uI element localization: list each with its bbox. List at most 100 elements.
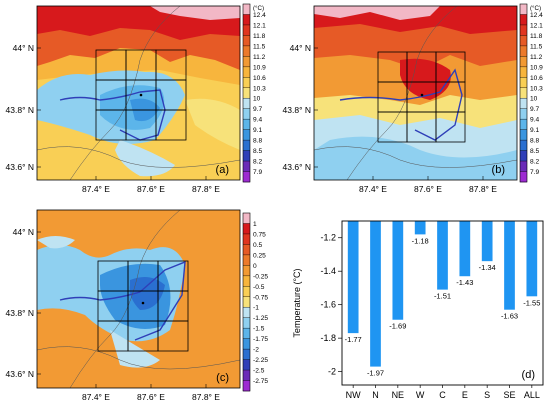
- bar-value-label: -1.18: [412, 236, 429, 245]
- colorbar-tick-label: 10.3: [253, 85, 266, 92]
- colorbar-tick-label: 0: [253, 263, 257, 270]
- colorbar-tick-label: 8.8: [253, 138, 262, 145]
- colorbar-tick-label: 11.2: [530, 54, 543, 61]
- colorbar-tick-label: 12.1: [253, 22, 266, 29]
- colorbar-tick-label: 12.4: [530, 12, 543, 19]
- colorbar-segment: [520, 45, 527, 57]
- bar-value-label: -1.43: [456, 278, 473, 287]
- colorbar-tick-label: 8.5: [253, 148, 262, 155]
- colorbar-tick-label: 0.5: [253, 242, 262, 249]
- map-y-tick-label: 43.8° N: [6, 105, 34, 115]
- colorbar-tick-label: 12.4: [253, 12, 266, 19]
- map-a-urban-boundary: [59, 91, 141, 101]
- map-y-tick-label: 43.8° N: [6, 308, 34, 318]
- colorbar-tick-label: 10.3: [530, 85, 543, 92]
- bar-x-tick-label: ALL: [524, 390, 540, 400]
- colorbar-segment: [520, 56, 527, 68]
- colorbar-tick-label: 9.4: [253, 117, 262, 124]
- colorbar-unit: (°C): [530, 5, 541, 12]
- bar-y-tick-label: -1.8: [320, 333, 336, 343]
- colorbar-segment: [520, 129, 527, 141]
- colorbar-segment: [243, 338, 250, 350]
- colorbar-tick-label: 10: [530, 96, 538, 103]
- bar-w: [414, 221, 426, 235]
- colorbar-segment: [243, 66, 250, 78]
- colorbar-frame: [242, 212, 251, 392]
- bar-s: [481, 221, 493, 262]
- map-c-admin-line: [37, 346, 240, 370]
- map-y-tick-label: 43.8° N: [283, 105, 311, 115]
- map-x-tick-label: 87.8° E: [469, 184, 497, 194]
- bar-all: [526, 221, 538, 297]
- colorbar-segment: [520, 35, 527, 47]
- colorbar-segment: [243, 244, 250, 256]
- colorbar-segment: [520, 140, 527, 151]
- bar-value-label: -1.69: [389, 322, 406, 331]
- colorbar-tick-label: 8.2: [253, 159, 262, 166]
- bar-chart-bars: -1.77 -1.97 -1.69 -1.18 -1.51 -1.43 -1.34 -1.63…: [345, 221, 540, 378]
- bar-x-tick-label: NE: [392, 390, 405, 400]
- map-x-tick-label: 87.4° E: [82, 184, 110, 194]
- bar-y-tick-label: -1.4: [320, 266, 336, 276]
- colorbar-segment: [243, 307, 250, 319]
- colorbar-segment: [520, 24, 527, 36]
- bar-c: [437, 221, 448, 290]
- map-c-admin-line-2: [69, 210, 181, 388]
- map-b-panel-label: (b): [492, 164, 505, 176]
- map-c-frame: [36, 209, 241, 389]
- bar-value-label: -1.77: [345, 335, 362, 344]
- map-x-tick-label: 87.4° E: [359, 184, 387, 194]
- map-b-urban-boundary-2: [414, 68, 463, 141]
- map-y-tick-label: 44° N: [290, 43, 311, 53]
- colorbar-tick-label: -2.75: [253, 378, 268, 385]
- colorbar-tick-label: 0.25: [253, 252, 266, 259]
- bar-chart-axes: -1.2 -1.4 -1.6 -1.8 -2 NW N NE W C E S SE ALL: [320, 233, 539, 400]
- map-y-tick-label: 44° N: [13, 227, 34, 237]
- colorbar-segment: [243, 129, 250, 141]
- colorbar-tick-label: 10: [253, 96, 261, 103]
- colorbar-tick-label: -0.25: [253, 273, 268, 280]
- colorbar-tick-label: 1: [253, 221, 257, 228]
- colorbar-tick-label: -2.25: [253, 357, 268, 364]
- colorbar-tick-label: -2: [253, 347, 259, 354]
- map-a-frame: [36, 5, 241, 181]
- colorbar-segment: [520, 87, 527, 99]
- colorbar-tick-label: 0.75: [253, 231, 266, 238]
- map-panel-b: (b) 12.4 12.1 11.8 11.5 11.2 10.9 10.6 10.3 10 9.…: [283, 3, 543, 194]
- colorbar-segment: [520, 77, 527, 89]
- map-a-peak-region: [150, 6, 240, 20]
- map-a-admin-line: [37, 146, 240, 168]
- colorbar-tick-label: 7.9: [530, 169, 539, 176]
- colorbar-segment: [243, 35, 250, 47]
- bar-ne: [392, 221, 404, 320]
- colorbar-tick-label: 11.8: [530, 33, 543, 40]
- map-a-axes: 44° N 43.8° N 43.6° N 87.4° E 87.6° E 87.8° E: [6, 43, 221, 194]
- colorbar-tick-label: 12.1: [530, 22, 543, 29]
- map-c-cool-patch: [37, 236, 75, 249]
- colorbar-segment: [243, 233, 250, 245]
- colorbar-segment: [243, 150, 250, 162]
- colorbar-segment: [243, 349, 250, 360]
- colorbar-tick-label: 9.1: [530, 127, 539, 134]
- map-a-center-marker: [139, 93, 143, 97]
- colorbar-tick-label: 10.9: [253, 64, 266, 71]
- bar-n: [370, 221, 381, 367]
- colorbar-tick-label: -0.75: [253, 294, 268, 301]
- map-panel-c: (c) 1 0.75 0.5 0.25 0 -0.25 -0.5 -0.75 -1 -1.25 -1…: [6, 209, 268, 402]
- map-b-urban-boundary: [339, 91, 441, 101]
- colorbar-segment: [243, 380, 250, 392]
- map-a-admin-line-2: [69, 6, 181, 180]
- colorbar-segment: [243, 77, 250, 89]
- colorbar-frame: [242, 3, 251, 183]
- map-a-urban-boundary-2: [119, 89, 166, 141]
- colorbar-segment: [243, 4, 250, 15]
- colorbar-segment: [520, 4, 527, 15]
- colorbar-tick-label: 10.6: [530, 75, 543, 82]
- colorbar-segment: [243, 171, 250, 183]
- colorbar-tick-label: 11.2: [253, 54, 266, 61]
- colorbar-tick-label: 10.6: [253, 75, 266, 82]
- map-b-peak-region: [314, 6, 440, 20]
- bar-x-tick-label: C: [439, 390, 446, 400]
- map-a-grid-boxes: [95, 49, 187, 141]
- colorbar-unit: (°C): [253, 5, 264, 12]
